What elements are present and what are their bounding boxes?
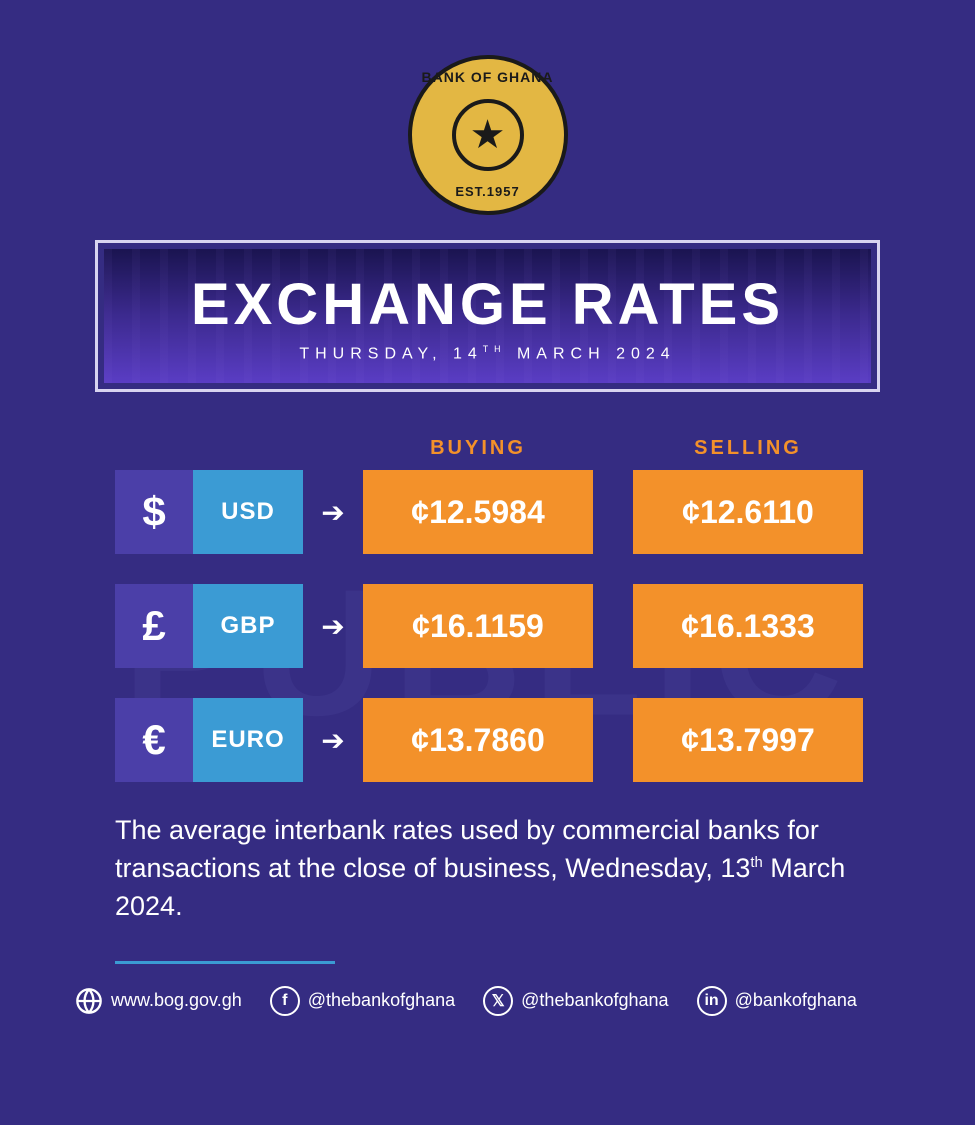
currency-symbol-box: $ <box>115 470 193 554</box>
title-banner-inner: EXCHANGE RATES THURSDAY, 14TH MARCH 2024 <box>104 249 871 383</box>
logo-top-text: BANK OF GHANA <box>412 69 564 85</box>
selling-header: SELLING <box>633 437 863 460</box>
arrow-icon: ➔ <box>303 610 363 643</box>
buying-rate-box: ¢12.5984 <box>363 470 593 554</box>
currency-code-box: EURO <box>193 698 303 782</box>
currency-code-box: USD <box>193 470 303 554</box>
rates-table: BUYING SELLING $USD➔¢12.5984¢12.6110£GBP… <box>115 437 860 782</box>
divider-line <box>115 961 335 964</box>
footer-linkedin-text: @bankofghana <box>735 990 857 1011</box>
selling-rate-box: ¢13.7997 <box>633 698 863 782</box>
currency-symbol-box: £ <box>115 584 193 668</box>
rate-row: $USD➔¢12.5984 ¢12.6110 <box>115 470 860 554</box>
logo-inner-ring: ★ <box>452 99 524 171</box>
logo-bottom-text: EST.1957 <box>412 184 564 199</box>
currency-code-box: GBP <box>193 584 303 668</box>
footer-x: 𝕏 @thebankofghana <box>483 986 668 1016</box>
bank-logo: BANK OF GHANA ★ EST.1957 <box>408 55 568 215</box>
rate-row: €EURO➔¢13.7860 ¢13.7997 <box>115 698 860 782</box>
page-title: EXCHANGE RATES <box>114 271 861 338</box>
title-banner: EXCHANGE RATES THURSDAY, 14TH MARCH 2024 <box>95 240 880 392</box>
rate-row: £GBP➔¢16.1159 ¢16.1333 <box>115 584 860 668</box>
arrow-icon: ➔ <box>303 724 363 757</box>
currency-symbol-box: € <box>115 698 193 782</box>
rates-header-row: BUYING SELLING <box>115 437 860 460</box>
footer-website: www.bog.gov.gh <box>75 987 242 1015</box>
buying-rate-box: ¢16.1159 <box>363 584 593 668</box>
footer-facebook: f @thebankofghana <box>270 986 455 1016</box>
footer-facebook-text: @thebankofghana <box>308 990 455 1011</box>
footer-bar: www.bog.gov.gh f @thebankofghana 𝕏 @theb… <box>75 986 900 1016</box>
footer-website-text: www.bog.gov.gh <box>111 990 242 1011</box>
linkedin-icon: in <box>697 986 727 1016</box>
page-date: THURSDAY, 14TH MARCH 2024 <box>114 344 861 363</box>
globe-icon <box>75 987 103 1015</box>
arrow-icon: ➔ <box>303 496 363 529</box>
logo-container: BANK OF GHANA ★ EST.1957 <box>0 0 975 215</box>
x-icon: 𝕏 <box>483 986 513 1016</box>
buying-rate-box: ¢13.7860 <box>363 698 593 782</box>
facebook-icon: f <box>270 986 300 1016</box>
selling-rate-box: ¢12.6110 <box>633 470 863 554</box>
footer-x-text: @thebankofghana <box>521 990 668 1011</box>
footer-linkedin: in @bankofghana <box>697 986 857 1016</box>
star-icon: ★ <box>470 112 506 158</box>
disclaimer-text: The average interbank rates used by comm… <box>115 812 860 925</box>
buying-header: BUYING <box>363 437 593 460</box>
selling-rate-box: ¢16.1333 <box>633 584 863 668</box>
